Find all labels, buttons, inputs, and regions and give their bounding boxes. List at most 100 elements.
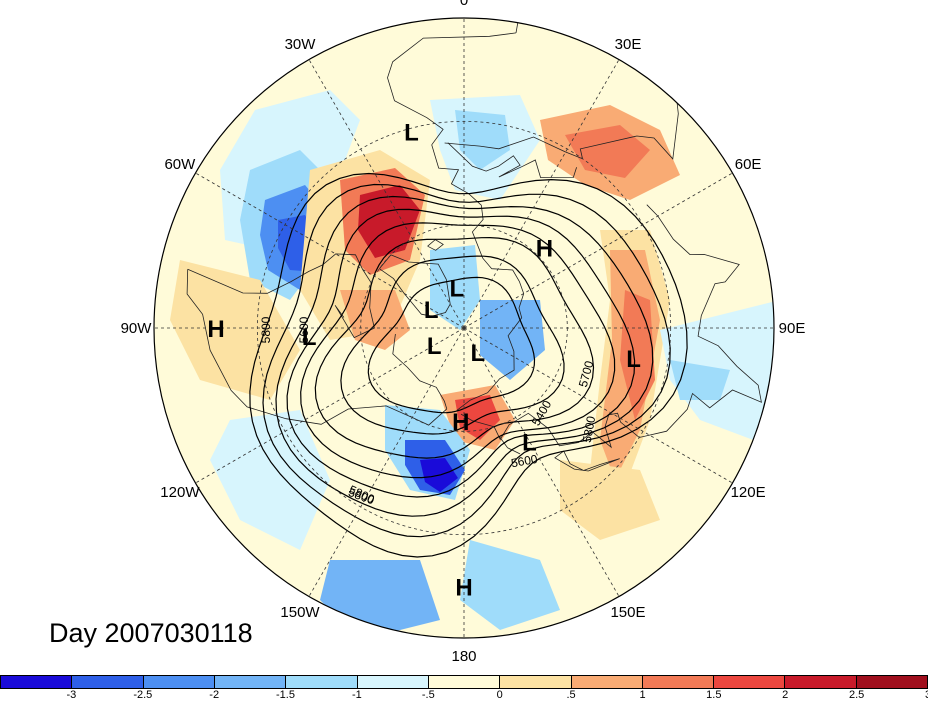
contour-label: 5600 [297,316,311,343]
anomaly-patch [460,540,560,630]
coastlines [186,18,762,472]
colorbar-label: .5 [566,689,576,701]
anomaly-patch [430,245,480,330]
longitude-label: 60E [735,156,762,173]
coastline [565,77,679,160]
map-title: Day 2007030118 [49,618,253,648]
colorbar-label: 2.5 [848,689,865,701]
meridian-line [195,327,465,484]
colorbar-label: 0 [496,689,503,701]
coastline [498,435,521,455]
coastline [444,136,566,153]
longitude-label: 30E [615,36,642,53]
coastline [447,142,577,179]
colorbar-swatch [72,676,144,688]
contour-label: 5600 [510,452,539,470]
colorbar-label: -1.5 [276,689,295,701]
low-pressure-marker: L [427,333,442,360]
colorbar-swatch [571,676,643,688]
high-pressure-marker: H [207,316,224,343]
contour-label: 5800 [580,415,598,444]
height-contour [249,172,688,558]
anomaly-patch [358,185,420,258]
low-pressure-marker: L [424,297,439,324]
low-pressure-marker: L [302,324,317,351]
longitude-labels: 90E 60E 30E 0 30W 60W 90W 120W 150W 180 150E 120E [121,0,806,665]
height-contour [300,222,616,479]
map-border [153,17,775,639]
colorbar-label: -2 [209,689,220,701]
longitude-label: 90W [121,320,153,337]
colorbar-swatch [856,676,928,688]
anomaly-patch [560,460,660,540]
meridian-line [463,172,733,329]
colorbar-swatch [428,676,501,688]
low-pressure-marker: L [522,429,537,456]
coastline [431,144,525,411]
height-contour [286,208,636,498]
map-disk [154,18,774,638]
anomaly-patch [480,300,545,380]
anomaly-patch [340,290,410,350]
colorbar-swatch [1,676,73,688]
anomaly-patch [170,260,300,400]
longitude-label: 180 [451,648,476,665]
longitude-label: 120E [731,484,766,501]
coastline [427,239,444,251]
colorbar-swatch [143,676,215,688]
colorbar-swatch [500,676,572,688]
colorbar-label: 2 [782,689,789,701]
meridian-line [463,59,620,329]
coastline [460,204,762,449]
colorbar-label: -2.5 [133,689,153,701]
colorbar-label: -1 [352,689,362,701]
height-contour [340,255,565,435]
colorbar-swatch [642,676,715,688]
height-contours [249,172,688,558]
meridian-line [308,59,465,329]
low-pressure-marker: L [449,275,464,302]
contour-label: 5700 [576,359,597,389]
coastline [392,333,448,410]
colorbar-swatch [357,676,429,688]
low-pressure-marker: L [626,346,641,373]
meridian-line [463,327,620,597]
meridian-line [195,172,465,329]
longitude-label: 150W [280,604,320,621]
high-pressure-marker: H [455,574,472,601]
colorbar [0,675,928,689]
high-pressure-marker: H [452,409,469,436]
coastline [187,253,375,339]
coastline [379,254,451,317]
longitude-label: 30W [285,36,317,53]
coastline [387,32,517,146]
longitude-label: 60W [164,156,196,173]
height-contour [367,276,536,414]
anomaly-patch [670,360,730,400]
longitude-label: 120W [160,484,200,501]
colorbar-swatch [286,676,358,688]
colorbar-labels: -3 -2.5 -2 -1.5 -1 -.5 0 .5 1 1.5 2 2.5 3 [0,689,928,702]
low-pressure-marker: L [404,120,419,147]
height-contour [262,183,671,538]
colorbar-label: 1 [639,689,646,701]
longitude-label: 90E [779,320,806,337]
meridian-line [463,327,733,484]
longitude-label: 0 [460,0,468,9]
longitude-label: 150E [610,604,645,621]
colorbar-swatch [214,676,287,688]
low-pressure-marker: L [470,340,485,367]
anomaly-patch [455,110,510,170]
anomaly-patch [210,410,330,550]
colorbar-swatch [785,676,857,688]
high-pressure-marker: H [536,236,553,263]
meridian-line [308,327,465,597]
colorbar-swatch [714,676,786,688]
contour-label: 5800 [259,316,273,343]
colorbar-label: -3 [66,689,77,701]
colorbar-label: 1.5 [706,689,722,701]
lat-lon-grid [154,18,774,638]
colorbar-label: 3 [925,689,928,701]
